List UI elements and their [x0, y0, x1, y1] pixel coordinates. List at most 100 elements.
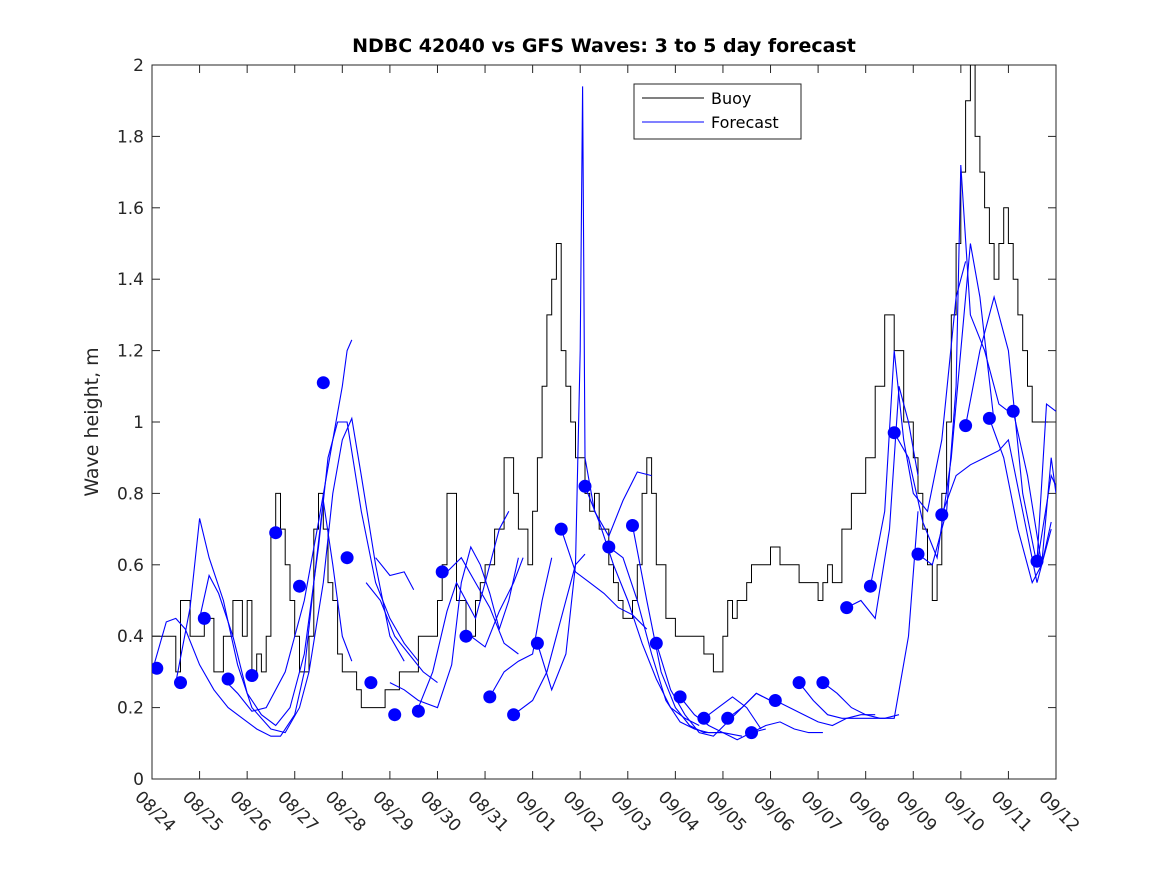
forecast-point-31 [887, 426, 901, 440]
x-tick-label: 08/27 [273, 787, 322, 836]
forecast-point-24 [721, 711, 735, 725]
x-tick-label: 08/30 [416, 787, 465, 836]
legend-box [633, 83, 802, 140]
x-tick-label: 09/12 [1034, 787, 1083, 836]
forecast-point-26 [768, 694, 782, 707]
forecast-line-8 [446, 556, 519, 655]
chart-title: NDBC 42040 vs GFS Waves: 3 to 5 day fore… [352, 35, 856, 57]
y-tick-label: 1 [133, 413, 144, 433]
forecast-line-22 [775, 700, 876, 727]
forecast-point-28 [816, 676, 830, 690]
forecast-line-15 [608, 546, 723, 734]
forecast-line-32 [1012, 411, 1052, 565]
x-tick-label: 09/07 [797, 787, 846, 836]
legend-buoy-label: Buoy [711, 89, 751, 108]
x-tick-label: 08/26 [226, 787, 275, 836]
x-tick-label: 09/04 [654, 787, 703, 836]
x-tick-label: 09/08 [844, 787, 893, 836]
forecast-point-27 [792, 676, 806, 690]
forecast-point-14 [483, 690, 497, 704]
forecast-point-20 [626, 519, 639, 532]
forecast-line-0 [152, 500, 353, 737]
x-tick-label: 08/31 [464, 787, 513, 836]
x-tick-label: 09/03 [606, 787, 655, 836]
y-tick-label: 0 [133, 770, 144, 790]
forecast-point-1 [174, 676, 187, 690]
forecast-point-17 [554, 522, 568, 536]
forecast-point-29 [840, 601, 854, 615]
x-tick-label: 09/05 [701, 787, 750, 836]
x-tick-label: 09/06 [749, 787, 798, 836]
y-axis-label: Wave height, m [81, 347, 103, 496]
forecast-line-21 [751, 721, 823, 734]
forecast-point-37 [1030, 554, 1044, 568]
forecast-point-10 [388, 708, 402, 722]
forecast-point-35 [982, 411, 996, 425]
forecast-line-31 [988, 418, 1056, 585]
forecast-line-2 [199, 421, 419, 727]
forecast-line-9 [470, 557, 524, 648]
forecast-line-16 [631, 525, 743, 737]
plot-area [151, 64, 1057, 780]
forecast-point-8 [340, 551, 354, 565]
forecast-point-2 [197, 611, 211, 625]
x-tick-label: 09/01 [511, 787, 560, 836]
forecast-line-33 [1036, 403, 1056, 562]
y-tick-label: 1.4 [117, 270, 144, 290]
forecast-line-24 [822, 511, 919, 719]
forecast-line-12 [536, 86, 652, 692]
forecast-point-5 [269, 526, 283, 540]
forecast-point-30 [863, 579, 877, 593]
y-tick-label: 0.2 [117, 699, 144, 719]
x-tick-label: 08/28 [321, 787, 370, 836]
forecast-line-28 [917, 164, 1014, 566]
forecast-point-21 [649, 636, 663, 650]
y-tick-label: 0.4 [117, 627, 144, 647]
forecast-point-34 [959, 419, 973, 433]
y-tick-label: 2 [133, 56, 144, 76]
forecast-point-22 [673, 690, 687, 704]
x-tick-label: 09/09 [892, 787, 941, 836]
forecast-point-19 [602, 540, 616, 554]
forecast-point-15 [507, 708, 521, 722]
forecast-line-4 [365, 582, 438, 684]
forecast-line-20 [727, 692, 771, 719]
forecast-point-6 [293, 579, 306, 593]
forecast-line-19 [703, 696, 762, 730]
y-tick-label: 0.8 [117, 484, 144, 504]
y-tick-label: 0.6 [117, 556, 144, 576]
forecast-point-13 [459, 629, 473, 643]
forecast-point-16 [530, 636, 544, 650]
x-tick-label: 09/02 [559, 787, 608, 836]
y-axis: 0 0.2 0.4 0.6 0.8 1 1.2 1.4 1.6 1.8 2 [117, 56, 1056, 790]
forecast-point-32 [911, 547, 925, 561]
x-tick-label: 09/11 [987, 787, 1036, 836]
forecast-point-33 [935, 508, 949, 522]
forecast-point-3 [221, 672, 235, 686]
y-tick-label: 1.2 [117, 342, 144, 362]
x-tick-label: 08/25 [178, 787, 227, 836]
legend-forecast-label: Forecast [711, 113, 779, 132]
y-tick-label: 1.8 [117, 127, 144, 147]
forecast-line-7 [417, 511, 510, 708]
forecast-point-18 [578, 479, 592, 493]
forecast-line-14 [584, 486, 700, 726]
forecast-line-3 [223, 339, 353, 712]
forecast-point-25 [745, 726, 758, 740]
forecast-line-25 [846, 386, 919, 620]
forecast-line-26 [869, 261, 967, 587]
forecast-point-4 [245, 669, 259, 682]
forecast-point-12 [435, 565, 449, 579]
x-tick-label: 08/29 [368, 787, 417, 836]
forecast-line-5 [375, 557, 415, 591]
y-tick-label: 1.6 [117, 199, 144, 219]
forecast-line-1 [175, 416, 405, 734]
plot-content [152, 65, 1056, 741]
forecast-point-36 [1006, 404, 1020, 418]
forecast-point-11 [411, 704, 425, 718]
forecast-line-6 [389, 545, 519, 709]
forecast-line-27 [893, 243, 995, 560]
forecast-line-10 [489, 557, 553, 698]
forecast-point-7 [316, 376, 330, 390]
